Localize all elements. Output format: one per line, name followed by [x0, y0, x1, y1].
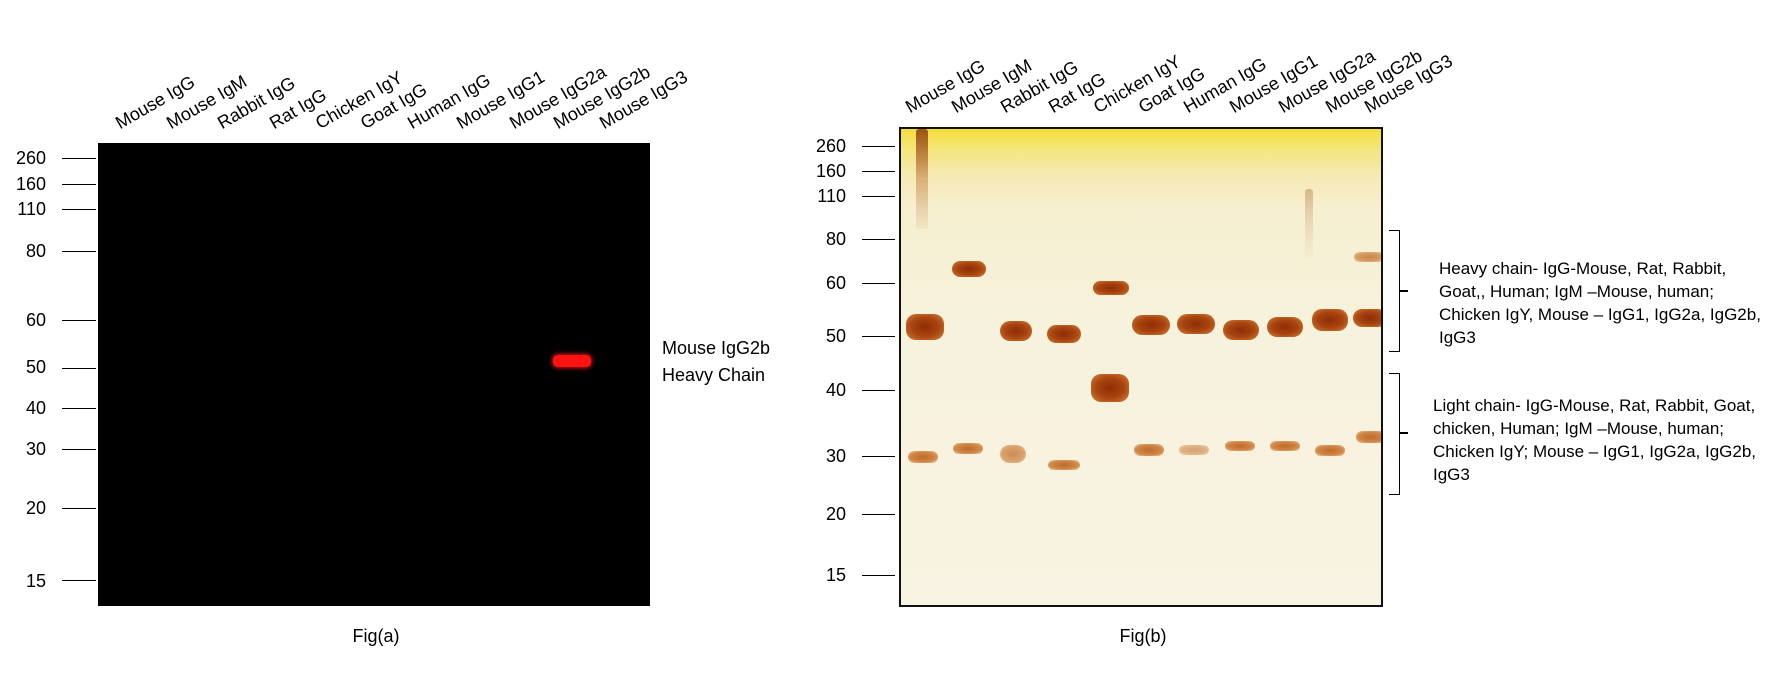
light-chain-band-mouse-igm [953, 443, 983, 454]
light-chain-band-rabbit-igg [1000, 445, 1026, 463]
mw-tick [862, 146, 895, 147]
mw-label-260: 260 [15, 148, 46, 168]
band-chicken-igy-40kda [1091, 374, 1129, 402]
light-chain-note: Light chain- IgG-Mouse, Rat, Rabbit, Goa… [1433, 396, 1757, 484]
mw-tick [862, 514, 895, 515]
light-chain-band-human-igg [1179, 445, 1209, 455]
mw-label-80: 80 [25, 241, 46, 261]
mw-tick [862, 283, 895, 284]
heavy-chain-band-mouse-igm [952, 261, 986, 277]
heavy-chain-band-rabbit-igg [1000, 321, 1032, 341]
mw-tick [862, 239, 895, 240]
mw-label-15: 15 [25, 571, 46, 591]
mw-tick [862, 196, 895, 197]
mw-label-160: 160 [15, 174, 46, 194]
light-chain-band-mouse-igg2b [1315, 445, 1345, 456]
mw-tick [862, 575, 895, 576]
mw-tick [62, 368, 96, 369]
mw-label-30: 30 [25, 439, 46, 459]
caption-fig-b: Fig(b) [1119, 626, 1167, 646]
upper-band-mouse-igg3 [1354, 252, 1381, 262]
mw-label-15: 15 [825, 565, 846, 585]
light-chain-band-mouse-igg3 [1356, 431, 1381, 443]
mw-tick [62, 408, 96, 409]
light-chain-band-mouse-igg2a [1270, 441, 1300, 451]
mw-tick [62, 251, 96, 252]
lane-smear [1305, 189, 1313, 259]
mw-label-50: 50 [25, 357, 46, 377]
annotation-line1: Mouse IgG2b [662, 338, 771, 358]
mw-label-40: 40 [825, 380, 846, 400]
mw-label-40: 40 [25, 398, 46, 418]
light-chain-band-rat-igg [1048, 460, 1080, 470]
mw-tick [62, 158, 96, 159]
lane-smear [916, 129, 928, 229]
mw-label-160: 160 [815, 161, 846, 181]
mw-tick [62, 184, 96, 185]
heavy-chain-note: Heavy chain- IgG-Mouse, Rat, Rabbit, Goa… [1439, 259, 1761, 347]
mw-label-30: 30 [825, 446, 846, 466]
mw-label-110: 110 [817, 186, 846, 206]
mw-tick [862, 171, 895, 172]
fluorescent-blot-image [98, 143, 650, 606]
mw-label-60: 60 [825, 273, 846, 293]
caption-fig-a: Fig(a) [352, 626, 400, 646]
mw-label-60: 60 [25, 310, 46, 330]
mw-label-50: 50 [825, 326, 846, 346]
figure-a: Mouse IgG Mouse IgM Rabbit IgG Rat IgG C… [0, 0, 800, 692]
mw-tick [862, 336, 895, 337]
heavy-chain-band-mouse-igg3 [1353, 309, 1381, 327]
heavy-chain-band-rat-igg [1047, 325, 1081, 343]
heavy-chain-bracket [1389, 230, 1400, 352]
light-chain-bracket [1389, 373, 1400, 495]
mw-tick [62, 508, 96, 509]
figure-b: Mouse IgG Mouse IgM Rabbit IgG Rat IgG C… [800, 0, 1779, 692]
annotation-line2: Heavy Chain [662, 365, 766, 385]
heavy-chain-band-mouse-igg2b [1312, 309, 1348, 331]
light-chain-band-goat-igg [1134, 444, 1164, 456]
mw-label-80: 80 [825, 229, 846, 249]
light-chain-band-mouse-igg [908, 451, 938, 463]
blot-a-annotation: Mouse IgG2b Heavy Chain [662, 335, 770, 389]
mw-label-20: 20 [825, 504, 846, 524]
heavy-chain-band-mouse-igg [906, 314, 944, 340]
mw-tick [62, 449, 96, 450]
mw-tick [62, 580, 96, 581]
mw-tick [862, 456, 895, 457]
mw-label-20: 20 [25, 498, 46, 518]
heavy-chain-band-mouse-igg2a [1267, 317, 1303, 337]
heavy-chain-band-chicken-igy [1093, 281, 1129, 295]
igg2b-heavy-chain-band [553, 355, 591, 367]
bracket-notch [1400, 290, 1408, 292]
mw-tick [62, 320, 96, 321]
heavy-chain-band-human-igg [1177, 314, 1215, 334]
heavy-chain-band-goat-igg [1132, 315, 1170, 335]
mw-label-260: 260 [815, 136, 846, 156]
mw-label-110: 110 [17, 199, 46, 219]
light-chain-band-mouse-igg1 [1225, 441, 1255, 451]
mw-tick [862, 390, 895, 391]
silver-stained-gel-image [899, 127, 1383, 607]
mw-tick [62, 209, 96, 210]
heavy-chain-band-mouse-igg1 [1223, 320, 1259, 340]
bracket-notch [1400, 432, 1408, 434]
